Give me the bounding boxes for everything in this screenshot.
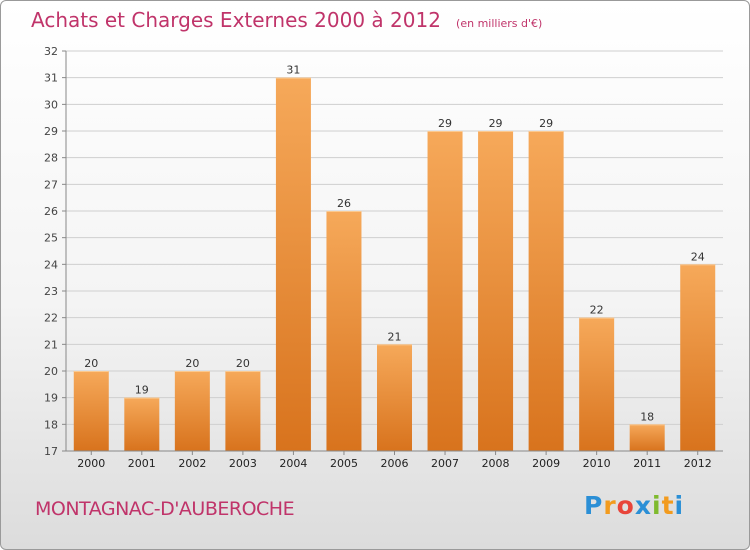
x-tick-label: 2006	[381, 457, 409, 470]
logo-letter: t	[661, 491, 675, 520]
y-tick-label: 27	[44, 178, 58, 191]
bar-value-label: 29	[489, 117, 503, 130]
title-unit: (en milliers d'€)	[456, 17, 543, 30]
title-main: Achats et Charges Externes 2000 à 2012	[31, 8, 441, 32]
x-tick-label: 2003	[229, 457, 257, 470]
bar-2012	[680, 264, 716, 451]
bar-value-label: 20	[236, 357, 250, 370]
bar-2000	[73, 371, 109, 451]
y-tick-label: 26	[44, 205, 58, 218]
x-tick-label: 2004	[279, 457, 307, 470]
y-tick-label: 32	[44, 45, 58, 58]
bar-value-label: 29	[539, 117, 553, 130]
logo-letter: P	[584, 491, 604, 520]
bar-value-label: 26	[337, 197, 351, 210]
bar-value-label: 21	[388, 330, 402, 343]
bar-value-label: 31	[286, 64, 300, 77]
x-tick-label: 2005	[330, 457, 358, 470]
logo-letter: x	[634, 491, 652, 520]
bar-2001	[124, 397, 160, 451]
x-tick-label: 2011	[633, 457, 661, 470]
axes: 17 18 19 20 21 22 23 24 25 26 27 28 29 30 31 32 2000 2001…	[44, 45, 723, 470]
y-tick-label: 21	[44, 338, 58, 351]
y-tick-label: 29	[44, 125, 58, 138]
logo-letter: r	[603, 491, 617, 520]
x-tick-label: 2001	[128, 457, 156, 470]
bar-value-label: 29	[438, 117, 452, 130]
bar-2007	[427, 131, 463, 451]
logo-letter: o	[616, 491, 635, 520]
y-tick-label: 24	[44, 258, 58, 271]
bar-value-label: 18	[640, 410, 654, 423]
y-tick-label: 25	[44, 232, 58, 245]
bar-value-label: 19	[135, 384, 149, 397]
bar-2006	[377, 344, 412, 451]
commune-name: MONTAGNAC-D'AUBEROCHE	[35, 498, 295, 520]
logo-letter: i	[652, 491, 662, 520]
bar-value-label: 24	[691, 250, 705, 263]
y-tick-label: 20	[44, 365, 58, 378]
bar-2003	[225, 371, 261, 451]
bar-2005	[326, 211, 362, 451]
x-tick-label: 2012	[684, 457, 712, 470]
x-tick-label: 2010	[583, 457, 611, 470]
x-tick-label: 2007	[431, 457, 459, 470]
y-tick-label: 18	[44, 418, 58, 431]
y-tick-label: 22	[44, 312, 58, 325]
logo-letter: i	[674, 491, 685, 520]
bar-2008	[478, 131, 514, 451]
y-tick-label: 30	[44, 98, 58, 111]
y-tick-label: 28	[44, 152, 58, 165]
y-tick-label: 17	[44, 445, 58, 458]
bar-2011	[629, 424, 665, 451]
bars: 20 19 20 20 31 26 21 29 29 29 22 18 24	[73, 64, 716, 452]
bar-2002	[174, 371, 210, 451]
proxiti-logo: Proxiti	[584, 491, 684, 520]
y-tick-label: 23	[44, 285, 58, 298]
x-tick-label: 2008	[482, 457, 510, 470]
x-tick-label: 2000	[77, 457, 105, 470]
x-tick-label: 2002	[178, 457, 206, 470]
y-tick-label: 19	[44, 392, 58, 405]
bar-value-label: 20	[84, 357, 98, 370]
bar-value-label: 22	[590, 304, 604, 317]
x-tick-label: 2009	[532, 457, 560, 470]
bar-value-label: 20	[185, 357, 199, 370]
bar-2009	[528, 131, 564, 451]
bar-2004	[275, 77, 311, 452]
chart-title: Achats et Charges Externes 2000 à 2012 (…	[31, 8, 542, 32]
y-tick-label: 31	[44, 72, 58, 85]
bar-2010	[579, 317, 615, 451]
